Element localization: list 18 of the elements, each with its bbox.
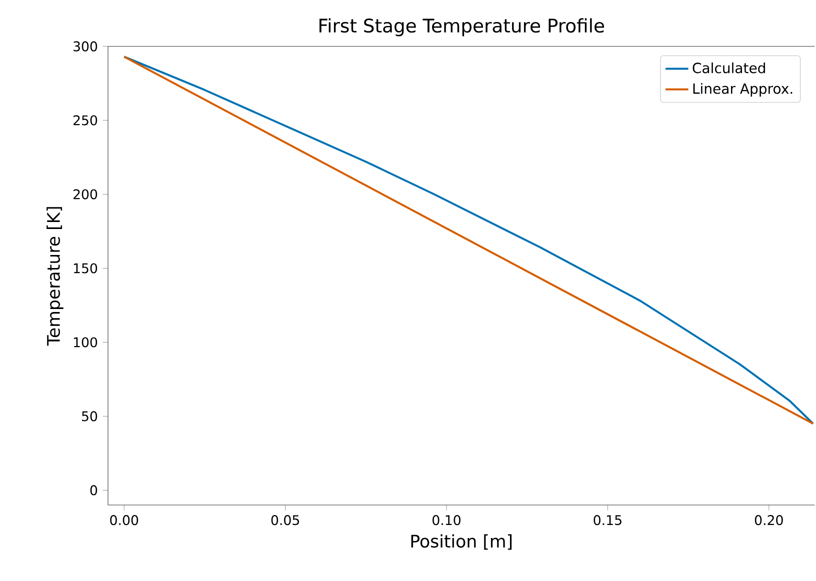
y-tick-label: 0	[90, 485, 98, 496]
legend-label: Linear Approx.	[693, 83, 792, 97]
chart-title: First Stage Temperature Profile	[320, 18, 604, 36]
x-tick-label: 0.10	[432, 515, 460, 526]
x-tick-label: 0.20	[754, 515, 783, 526]
y-tick-label: 300	[74, 41, 98, 52]
x-axis-title: Position [m]	[411, 534, 512, 550]
y-axis-title: Temperature [K]	[46, 207, 64, 346]
y-tick-label: 150	[74, 263, 98, 274]
legend-label: Calculated	[692, 62, 765, 74]
x-tick-label: 0.15	[594, 515, 622, 526]
x-tick-label: 0.05	[271, 515, 299, 526]
y-tick-label: 100	[74, 337, 98, 348]
y-tick-label: 50	[82, 411, 98, 422]
y-tick-label: 200	[73, 189, 98, 200]
line-series	[123, 56, 814, 425]
y-tick-label: 250	[73, 115, 98, 126]
x-tick-label: 0.00	[110, 515, 138, 526]
